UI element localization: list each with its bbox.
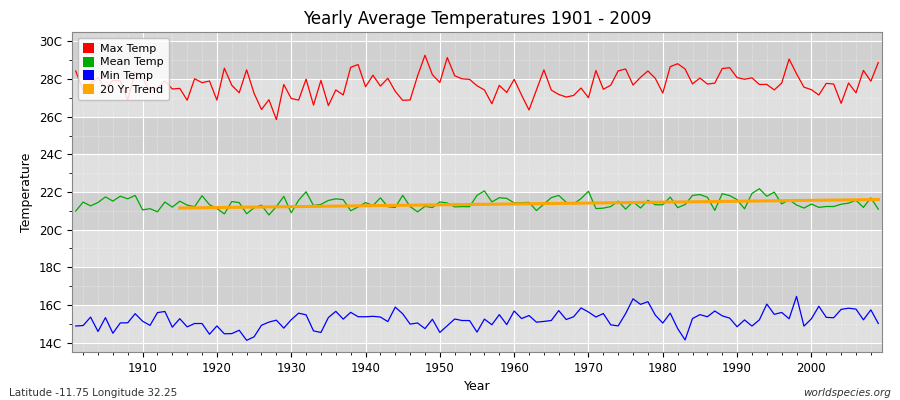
- Bar: [72, 79, 882, 117]
- Text: worldspecies.org: worldspecies.org: [803, 388, 891, 398]
- Y-axis label: Temperature: Temperature: [21, 152, 33, 232]
- Text: Latitude -11.75 Longitude 32.25: Latitude -11.75 Longitude 32.25: [9, 388, 177, 398]
- Bar: [72, 305, 882, 342]
- X-axis label: Year: Year: [464, 380, 490, 393]
- Legend: Max Temp, Mean Temp, Min Temp, 20 Yr Trend: Max Temp, Mean Temp, Min Temp, 20 Yr Tre…: [77, 38, 169, 100]
- Bar: [72, 230, 882, 267]
- Title: Yearly Average Temperatures 1901 - 2009: Yearly Average Temperatures 1901 - 2009: [302, 10, 652, 28]
- Bar: [72, 192, 882, 230]
- Bar: [72, 42, 882, 79]
- Bar: [72, 117, 882, 154]
- Bar: [72, 267, 882, 305]
- Bar: [72, 154, 882, 192]
